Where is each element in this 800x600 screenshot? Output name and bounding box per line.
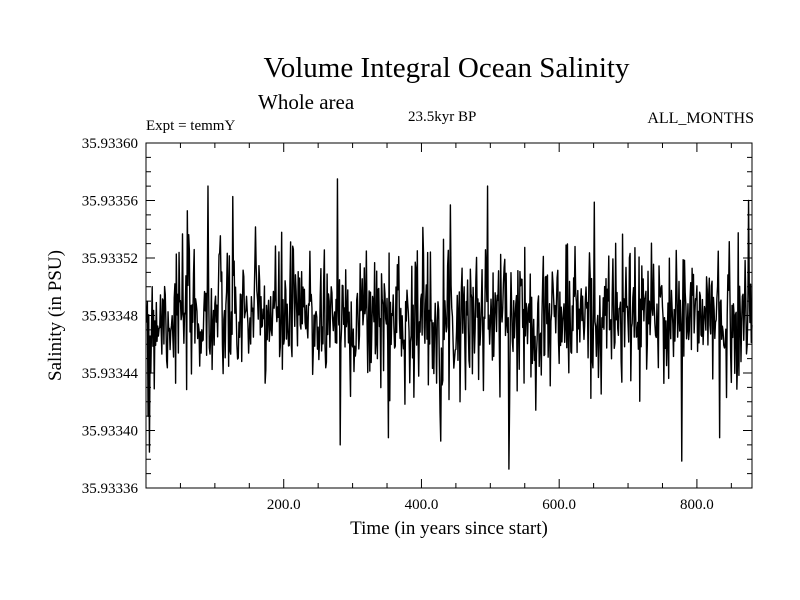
- chart-subtitle: Whole area: [258, 90, 355, 114]
- season-label: ALL_MONTHS: [647, 110, 754, 127]
- x-tick-label: 800.0: [680, 497, 714, 513]
- x-tick-label: 600.0: [542, 497, 576, 513]
- x-axis-label: Time (in years since start): [350, 518, 548, 539]
- chart-title: Volume Integral Ocean Salinity: [263, 52, 630, 84]
- y-tick-label: 35.93336: [82, 481, 139, 497]
- y-tick-label: 35.93352: [82, 251, 138, 267]
- experiment-label: Expt = temmY: [146, 118, 236, 134]
- y-tick-label: 35.93340: [82, 424, 138, 440]
- y-axis-label: Salinity (in PSU): [45, 250, 66, 381]
- y-tick-label: 35.93348: [82, 309, 138, 325]
- x-tick-label: 400.0: [405, 497, 439, 513]
- period-label: 23.5kyr BP: [408, 109, 477, 125]
- series-line-salinity: [145, 178, 753, 470]
- y-tick-label: 35.93344: [82, 366, 139, 382]
- y-tick-label: 35.93360: [82, 136, 138, 152]
- y-tick-label: 35.93356: [82, 194, 139, 210]
- x-tick-label: 200.0: [267, 497, 301, 513]
